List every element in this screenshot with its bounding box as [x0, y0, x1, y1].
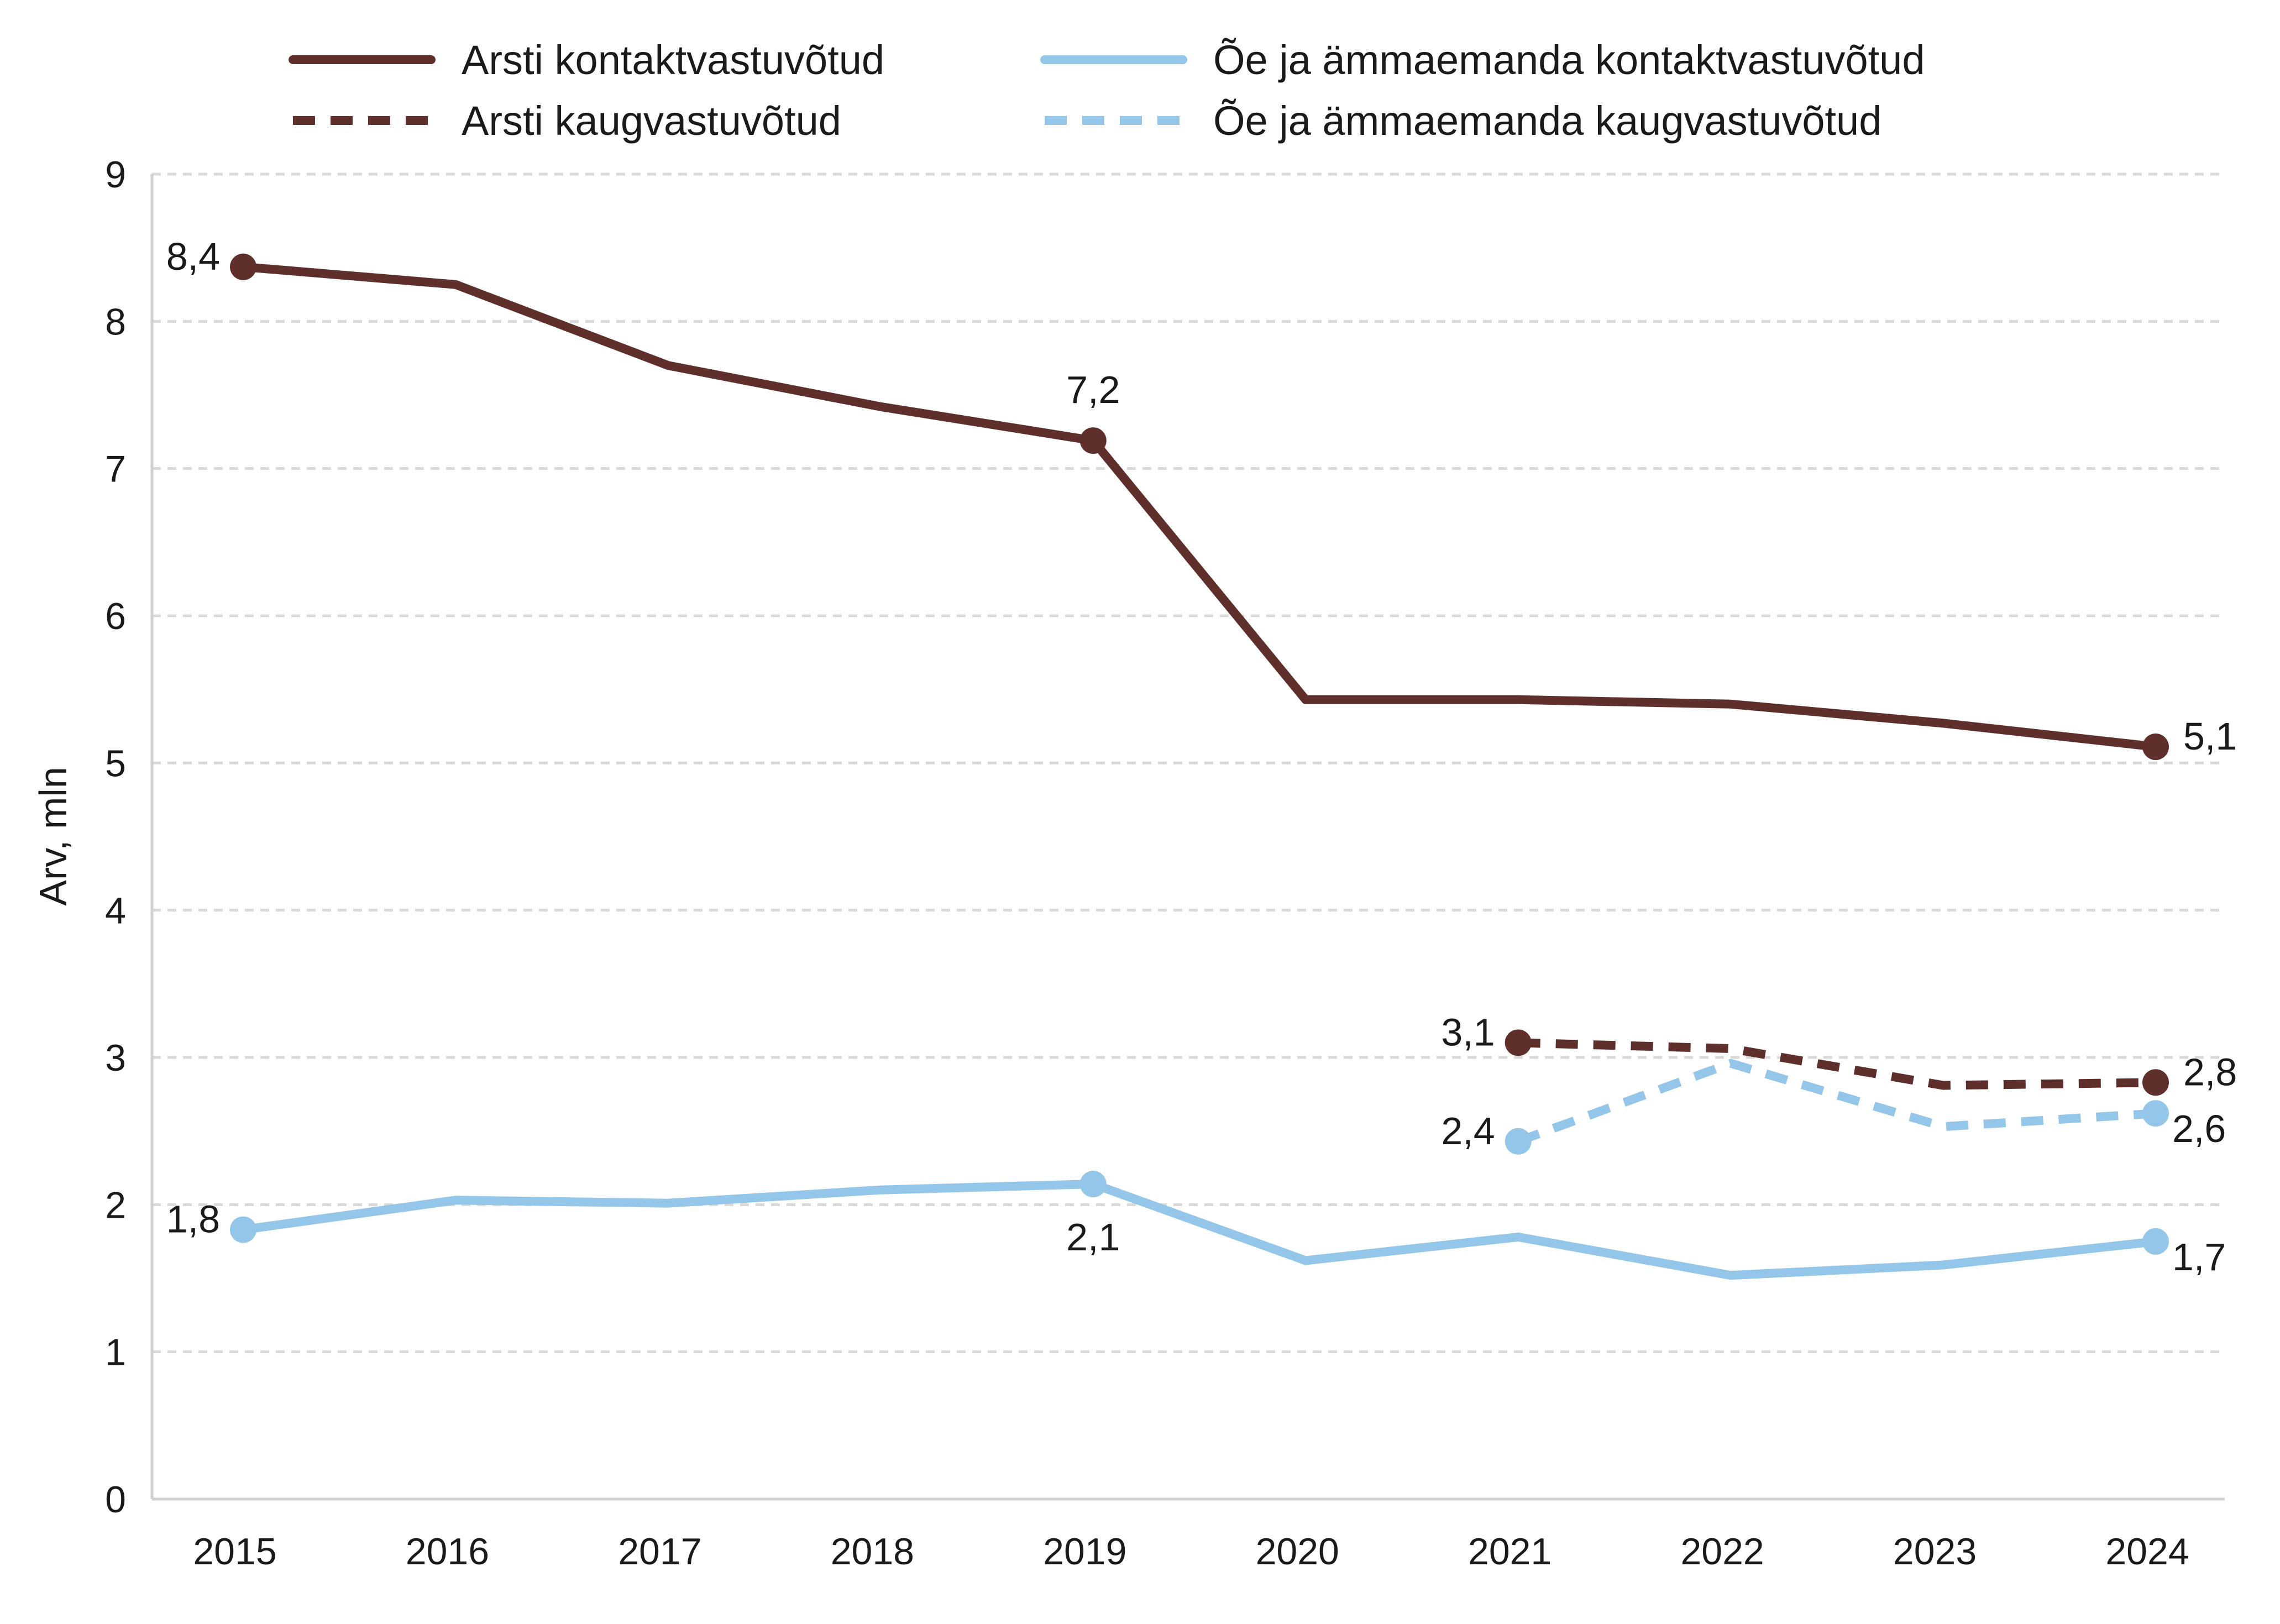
- x-tick-label: 2023: [1893, 1531, 1977, 1573]
- legend-item: Õe ja ämmaemanda kontaktvastuvõtud: [1040, 37, 1925, 83]
- series-marker: [1079, 427, 1107, 454]
- data-label: 1,7: [2172, 1235, 2226, 1279]
- data-label: 2,1: [1066, 1216, 1120, 1259]
- axes: 0 1 2 3 4 5 6 7 8 9 2015 2016 2017 2018 2019 2020 2021 20…: [32, 154, 2225, 1573]
- series-lines: [230, 253, 2169, 1280]
- series-line: [239, 1180, 2160, 1280]
- legend-label: Õe ja ämmaemanda kontaktvastuvõtud: [1213, 37, 1925, 83]
- legend-item: Õe ja ämmaemanda kaugvastuvõtud: [1045, 98, 1881, 144]
- y-tick-label: 7: [105, 448, 126, 490]
- series-marker: [1079, 1171, 1107, 1198]
- legend: Arsti kontaktvastuvõtud Arsti kaugvastuvõ…: [289, 37, 1925, 144]
- legend-item: Arsti kontaktvastuvõtud: [289, 37, 884, 83]
- y-tick-label: 6: [105, 595, 126, 637]
- series-line: [1518, 1038, 2156, 1090]
- legend-label: Õe ja ämmaemanda kaugvastuvõtud: [1213, 98, 1881, 144]
- data-label: 2,4: [1441, 1109, 1495, 1152]
- data-label: 7,2: [1066, 368, 1120, 411]
- series-group: [1505, 1029, 2169, 1096]
- x-tick-label: 2020: [1256, 1531, 1339, 1573]
- gridlines: [152, 172, 2225, 1354]
- x-tick-label: 2018: [831, 1531, 914, 1573]
- series-line: [239, 262, 2160, 751]
- data-label: 2,6: [2172, 1107, 2226, 1150]
- y-axis-title: Arv, mln: [32, 767, 75, 906]
- y-tick-label: 0: [105, 1479, 126, 1521]
- series-marker: [2142, 1228, 2169, 1255]
- data-label: 3,1: [1441, 1010, 1495, 1054]
- x-tick-label: 2021: [1468, 1531, 1552, 1573]
- x-tick-label: 2016: [406, 1531, 489, 1573]
- series-marker: [2142, 734, 2169, 761]
- series-marker: [230, 253, 256, 280]
- x-tick-label: 2017: [618, 1531, 701, 1573]
- legend-item: Arsti kaugvastuvõtud: [293, 98, 841, 144]
- y-tick-label: 5: [105, 742, 126, 784]
- y-tick-label: 9: [105, 154, 126, 196]
- series-line: [1516, 1059, 2156, 1146]
- y-tick-label: 8: [105, 301, 126, 343]
- y-tick-label: 4: [105, 890, 126, 932]
- legend-label: Arsti kontaktvastuvõtud: [462, 37, 884, 83]
- series-group: [230, 253, 2169, 761]
- data-label: 1,8: [166, 1198, 220, 1241]
- y-tick-label: 1: [105, 1332, 126, 1374]
- y-tick-label: 2: [105, 1184, 126, 1226]
- series-marker: [1505, 1128, 1532, 1155]
- series-group: [1505, 1059, 2169, 1155]
- y-tick-label: 3: [105, 1037, 126, 1079]
- series-group: [230, 1171, 2169, 1280]
- legend-label: Arsti kaugvastuvõtud: [462, 98, 841, 144]
- series-marker: [230, 1216, 256, 1243]
- data-label: 8,4: [166, 235, 220, 278]
- data-label: 5,1: [2183, 715, 2237, 758]
- x-tick-label: 2015: [193, 1531, 276, 1573]
- x-tick-label: 2024: [2105, 1531, 2189, 1573]
- series-marker: [2142, 1100, 2169, 1127]
- data-label: 2,8: [2183, 1050, 2237, 1093]
- series-marker: [1505, 1029, 1532, 1056]
- x-tick-label: 2019: [1043, 1531, 1126, 1573]
- series-marker: [2142, 1069, 2169, 1096]
- data-labels: 8,4 7,2 5,1 3,1 2,8 1,8 2,1 1,7 2,4 2,6: [166, 235, 2237, 1279]
- x-tick-label: 2022: [1680, 1531, 1764, 1573]
